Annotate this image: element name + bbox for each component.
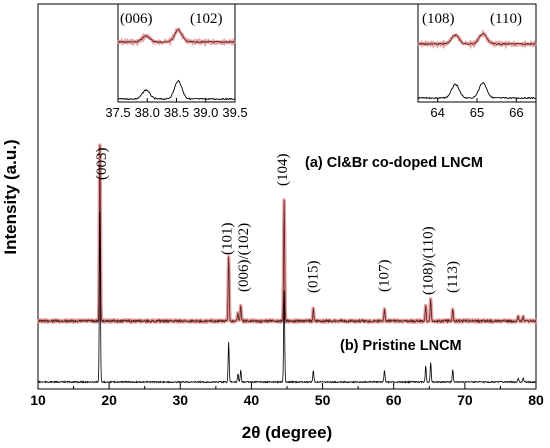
inset-tick-label: 64: [430, 105, 444, 120]
peak-label: (107): [376, 260, 392, 293]
inset-doped-line: [117, 28, 236, 44]
series-label-b: (b) Pristine LNCM: [340, 338, 462, 354]
inset-2: 64 65 66 (108) (110): [417, 3, 537, 120]
inset-1: 37.5 38.0 38.5 39.0 39.5 (006) (102): [105, 3, 248, 120]
annotations-layer: (003) (101) (006)/(102) (104) (015) (107) (108…: [94, 148, 461, 296]
inset-pristine-line: [417, 81, 536, 100]
x-tick-label: 20: [101, 392, 117, 408]
x-tick-label: 70: [457, 392, 473, 408]
peak-label: (006)/(102): [236, 223, 252, 292]
x-tick-label: 60: [386, 392, 402, 408]
inset-1-frame: [117, 3, 236, 103]
inset-tick-label: 38.5: [164, 105, 189, 120]
inset-tick-label: 66: [509, 105, 523, 120]
x-tick-label: 50: [315, 392, 331, 408]
peak-label: (015): [305, 261, 321, 294]
peak-label: (104): [275, 154, 291, 187]
inset-pristine-line: [117, 79, 236, 101]
inset-tick-label: 39.5: [222, 105, 247, 120]
inset-2-frame: [417, 3, 537, 103]
inset-doped-line: [417, 32, 536, 46]
x-tick-label: 80: [528, 392, 544, 408]
inset-1-label-1: (006): [120, 11, 153, 27]
series-b-line: [37, 211, 537, 384]
x-tick-label: 30: [172, 392, 188, 408]
x-tick-label: 10: [30, 392, 46, 408]
peak-label: (113): [445, 261, 461, 293]
series-label-a: (a) Cl&Br co-doped LNCM: [305, 155, 483, 171]
series-layer: [36, 143, 538, 384]
inset-2-label-1: (108): [422, 11, 455, 27]
x-axis-title: 2θ (degree): [242, 423, 332, 442]
peak-label: (101): [220, 223, 236, 256]
inset-tick-label: 65: [470, 105, 484, 120]
inset-tick-label: 37.5: [105, 105, 130, 120]
peak-label: (108)/(110): [421, 226, 437, 295]
inset-2-label-2: (110): [490, 11, 522, 27]
x-ticks: 10 20 30 40 50 60 70 80: [30, 383, 544, 408]
inset-tick-label: 38.0: [135, 105, 160, 120]
inset-1-label-2: (102): [190, 11, 223, 27]
peak-label: (003): [94, 148, 110, 181]
y-axis-title: Intensity (a.u.): [1, 139, 20, 254]
inset-tick-label: 39.0: [193, 105, 218, 120]
series-a-line: [37, 144, 537, 324]
x-tick-label: 40: [244, 392, 260, 408]
